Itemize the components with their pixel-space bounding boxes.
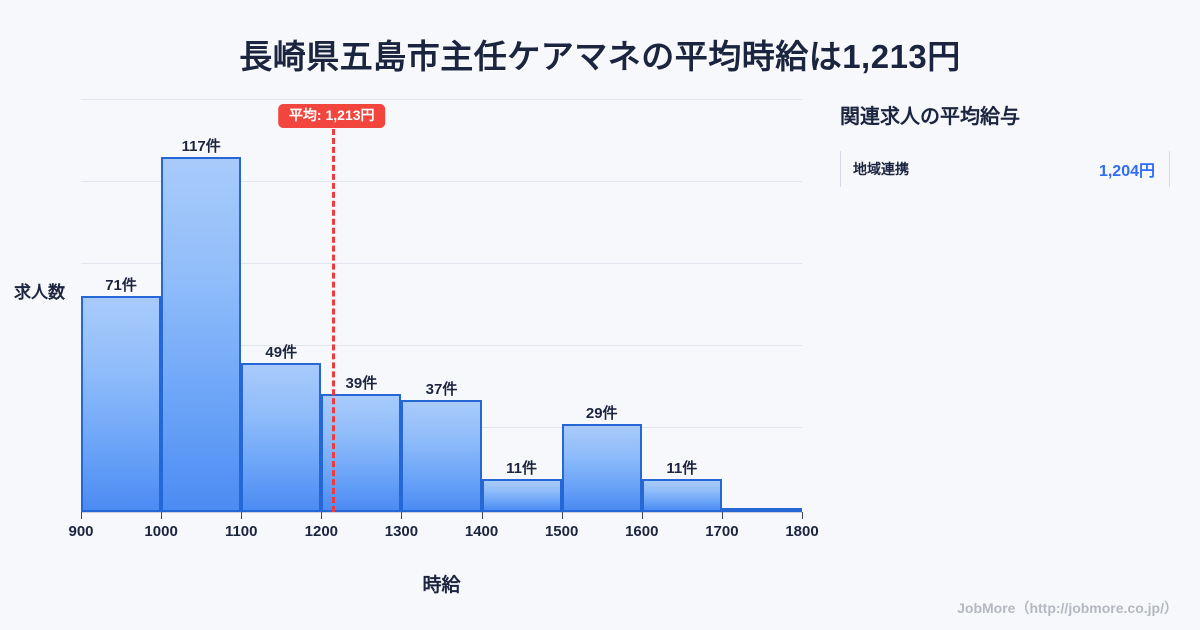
gridline-0 <box>81 99 802 100</box>
tick-mark-1300 <box>401 512 403 519</box>
average-line <box>331 120 335 512</box>
bar-1300 <box>401 399 482 512</box>
tick-mark-1500 <box>561 512 563 519</box>
tick-mark-1600 <box>641 512 643 519</box>
tick-mark-1100 <box>241 512 243 519</box>
tick-label-1800: 1800 <box>785 523 819 540</box>
bar-value-label-1000: 117件 <box>181 137 221 155</box>
footer-watermark: JobMore（http://jobmore.co.jp/） <box>957 600 1178 616</box>
related-salary-panel-title: 関連求人の平均給与 <box>840 106 1020 128</box>
bar-1600 <box>641 478 722 512</box>
tick-label-1100: 1100 <box>224 523 258 540</box>
bar-value-label-1600: 11件 <box>666 459 698 477</box>
bar-value-label-900: 71件 <box>105 277 137 295</box>
related-salary-list: 地域連携 1,204円 <box>840 151 1170 187</box>
bar-1400 <box>481 478 562 512</box>
tick-mark-1800 <box>802 512 803 519</box>
bar-1500 <box>561 423 642 512</box>
bar-value-label-1500: 29件 <box>585 404 618 422</box>
gridline-3 <box>81 344 802 346</box>
gridline-1 <box>81 180 802 182</box>
tick-label-1000: 1000 <box>144 523 178 540</box>
y-axis-title: 求人数 <box>14 283 65 302</box>
x-axis-baseline <box>81 512 802 513</box>
bar-value-label-1400: 11件 <box>506 459 538 477</box>
bar-900 <box>81 296 162 512</box>
tick-mark-1700 <box>721 512 723 519</box>
salary-row: 地域連携 1,204円 <box>840 151 1170 187</box>
bar-value-label-1200: 39件 <box>345 374 378 392</box>
tick-label-900: 900 <box>68 523 94 540</box>
tick-mark-1400 <box>481 512 483 519</box>
bar-1100 <box>241 363 322 512</box>
tick-label-1700: 1700 <box>705 523 739 540</box>
salary-row-value: 1,204円 <box>1098 163 1155 180</box>
tick-mark-1200 <box>321 512 323 519</box>
tick-mark-1000 <box>161 512 163 519</box>
average-badge: 平均: 1,213円 <box>277 104 386 129</box>
related-salary-panel: 関連求人の平均給与 地域連携 1,204円 <box>840 100 1170 187</box>
bar-1000 <box>161 156 242 512</box>
bar-value-label-1300: 37件 <box>425 380 458 398</box>
gridline-2 <box>81 262 802 264</box>
tick-label-1500: 1500 <box>544 523 579 540</box>
tick-label-1400: 1400 <box>464 523 499 540</box>
tick-mark-900 <box>81 512 82 519</box>
page-title: 長崎県五島市主任ケアマネの平均時給は1,213円 <box>239 38 961 75</box>
x-axis-title: 時給 <box>422 575 461 596</box>
tick-label-1600: 1600 <box>625 523 659 540</box>
tick-label-1200: 1200 <box>304 523 339 540</box>
salary-row-label: 地域連携 <box>853 161 909 177</box>
bar-value-label-1100: 49件 <box>265 344 298 362</box>
bar-1700 <box>721 508 802 512</box>
tick-label-1300: 1300 <box>384 523 419 540</box>
